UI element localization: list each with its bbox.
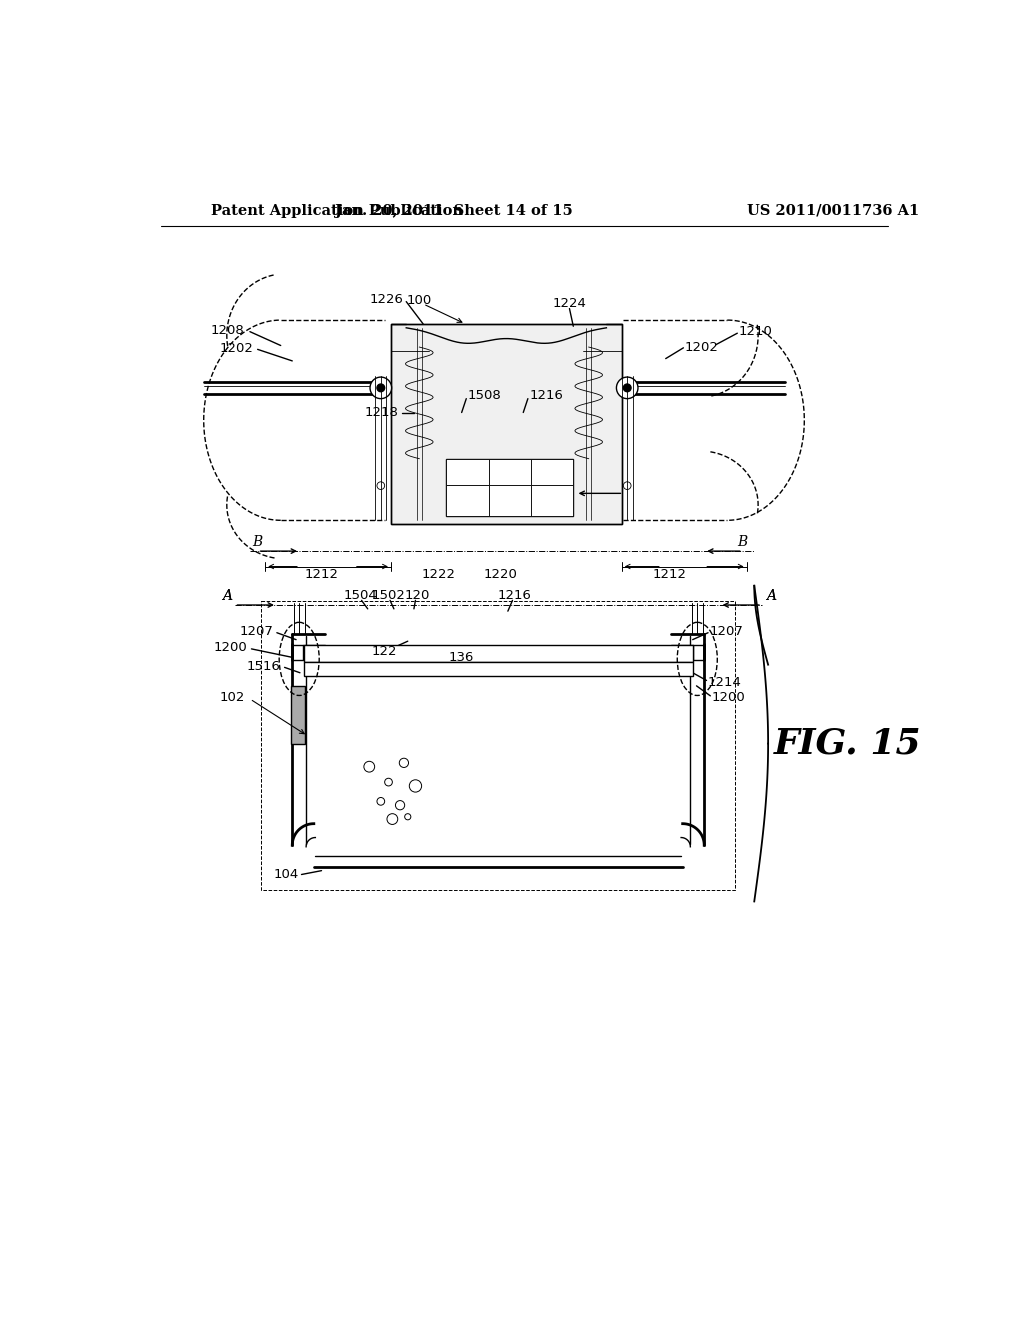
Circle shape	[370, 378, 391, 399]
Text: 1207: 1207	[710, 624, 743, 638]
Text: 100: 100	[407, 294, 431, 308]
Bar	[304, 663, 692, 676]
Circle shape	[624, 482, 631, 490]
Text: US 2011/0011736 A1: US 2011/0011736 A1	[746, 203, 919, 218]
Text: 1222: 1222	[422, 568, 456, 581]
Bar	[446, 459, 488, 484]
Text: B: B	[737, 535, 748, 549]
Text: 1212: 1212	[304, 568, 339, 581]
Text: FIG. 15: FIG. 15	[773, 726, 922, 760]
Text: A: A	[222, 589, 231, 603]
Text: 1200: 1200	[214, 640, 248, 653]
Bar	[261, 601, 735, 890]
Text: 122: 122	[372, 644, 397, 657]
Text: A: A	[766, 589, 776, 603]
Text: 1202: 1202	[685, 341, 719, 354]
Text: 1220: 1220	[483, 568, 517, 581]
Text: 1202: 1202	[220, 342, 254, 355]
Text: 1212: 1212	[652, 568, 686, 581]
Text: Jan. 20, 2011  Sheet 14 of 15: Jan. 20, 2011 Sheet 14 of 15	[335, 203, 572, 218]
Circle shape	[377, 482, 385, 490]
Text: 102: 102	[219, 690, 245, 704]
Text: 1516: 1516	[247, 660, 281, 673]
Text: 104: 104	[273, 869, 298, 880]
Text: 120: 120	[404, 589, 430, 602]
Bar	[446, 484, 488, 516]
Text: B: B	[253, 535, 263, 549]
Text: 1207: 1207	[240, 624, 273, 638]
Text: 1208: 1208	[211, 325, 245, 338]
Text: 1210: 1210	[739, 325, 773, 338]
Text: A: A	[766, 589, 776, 603]
Text: 1216: 1216	[529, 389, 563, 403]
Text: 1214: 1214	[708, 676, 742, 689]
Bar	[446, 459, 573, 516]
Bar	[292, 686, 304, 743]
Text: 1226: 1226	[370, 293, 403, 306]
Circle shape	[624, 384, 631, 392]
Bar	[304, 645, 692, 663]
Bar	[488, 459, 531, 484]
Text: 1504: 1504	[343, 589, 377, 602]
Bar	[488, 484, 531, 516]
Text: 1224: 1224	[553, 297, 587, 310]
Bar	[391, 323, 622, 524]
Bar	[531, 459, 573, 484]
Bar	[531, 484, 573, 516]
Text: 1508: 1508	[468, 389, 502, 403]
Circle shape	[616, 378, 638, 399]
Bar	[391, 323, 622, 524]
Circle shape	[377, 384, 385, 392]
Text: 1218: 1218	[365, 407, 398, 418]
Text: 1502: 1502	[372, 589, 406, 602]
Text: 1216: 1216	[497, 589, 531, 602]
Text: A: A	[222, 589, 231, 603]
Text: 136: 136	[449, 651, 474, 664]
Text: Patent Application Publication: Patent Application Publication	[211, 203, 464, 218]
Text: 1200: 1200	[712, 690, 745, 704]
